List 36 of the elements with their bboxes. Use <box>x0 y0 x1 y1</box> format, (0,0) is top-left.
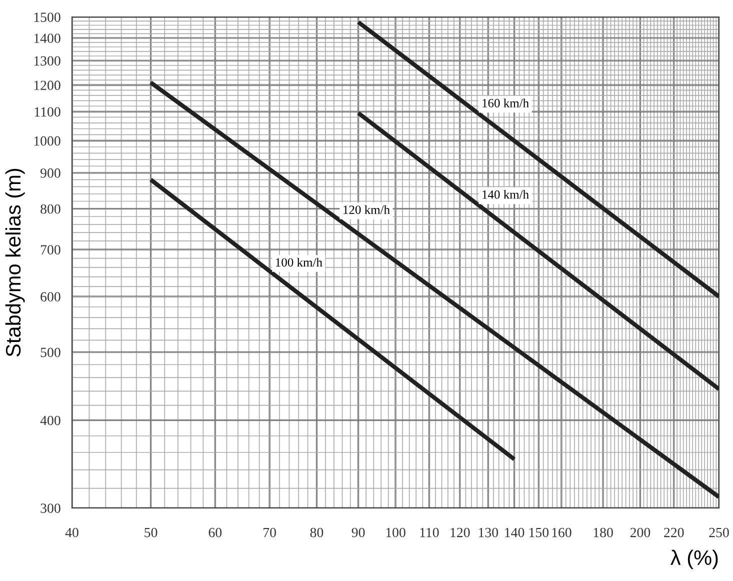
y-tick-label: 1500 <box>34 12 60 22</box>
y-tick-label: 500 <box>40 348 60 358</box>
x-tick-label: 220 <box>664 528 684 538</box>
y-tick-label: 1300 <box>34 56 60 66</box>
y-tick-label: 300 <box>40 504 60 513</box>
series-label: 120 km/h <box>344 205 390 214</box>
y-tick-label: 1000 <box>34 136 60 146</box>
x-tick-label: 120 <box>450 528 470 538</box>
y-tick-label: 600 <box>40 292 60 302</box>
series-label: 160 km/h <box>482 98 529 108</box>
y-tick-label: 900 <box>40 168 60 178</box>
y-tick-label: 1100 <box>34 107 60 117</box>
x-axis-title: λ (%) <box>670 550 718 570</box>
y-tick-label: 800 <box>40 204 60 214</box>
y-tick-label: 700 <box>40 245 60 254</box>
x-tick-label: 250 <box>709 528 729 538</box>
x-tick-label: 140 <box>505 528 524 538</box>
y-tick-label: 1400 <box>34 34 60 44</box>
series-label: 140 km/h <box>482 190 529 199</box>
x-tick-label: 50 <box>144 528 158 538</box>
y-tick-label: 400 <box>40 416 60 426</box>
x-tick-label: 160 <box>552 528 572 538</box>
y-axis-title: Stabdymo kelias (m) <box>5 168 25 356</box>
y-tick-label: 1200 <box>34 80 60 90</box>
x-tick-label: 70 <box>264 528 276 538</box>
x-tick-label: 60 <box>208 528 222 538</box>
x-tick-label: 200 <box>630 528 650 538</box>
x-tick-label: 100 <box>386 528 406 538</box>
x-tick-label: 110 <box>420 528 439 538</box>
x-tick-label: 40 <box>65 528 78 538</box>
x-tick-label: 80 <box>310 528 324 538</box>
x-tick-label: 180 <box>594 528 613 538</box>
series-label: 100 km/h <box>276 258 322 267</box>
x-tick-label: 150 <box>529 528 549 538</box>
x-tick-label: 130 <box>478 528 498 538</box>
x-tick-label: 90 <box>352 528 365 538</box>
